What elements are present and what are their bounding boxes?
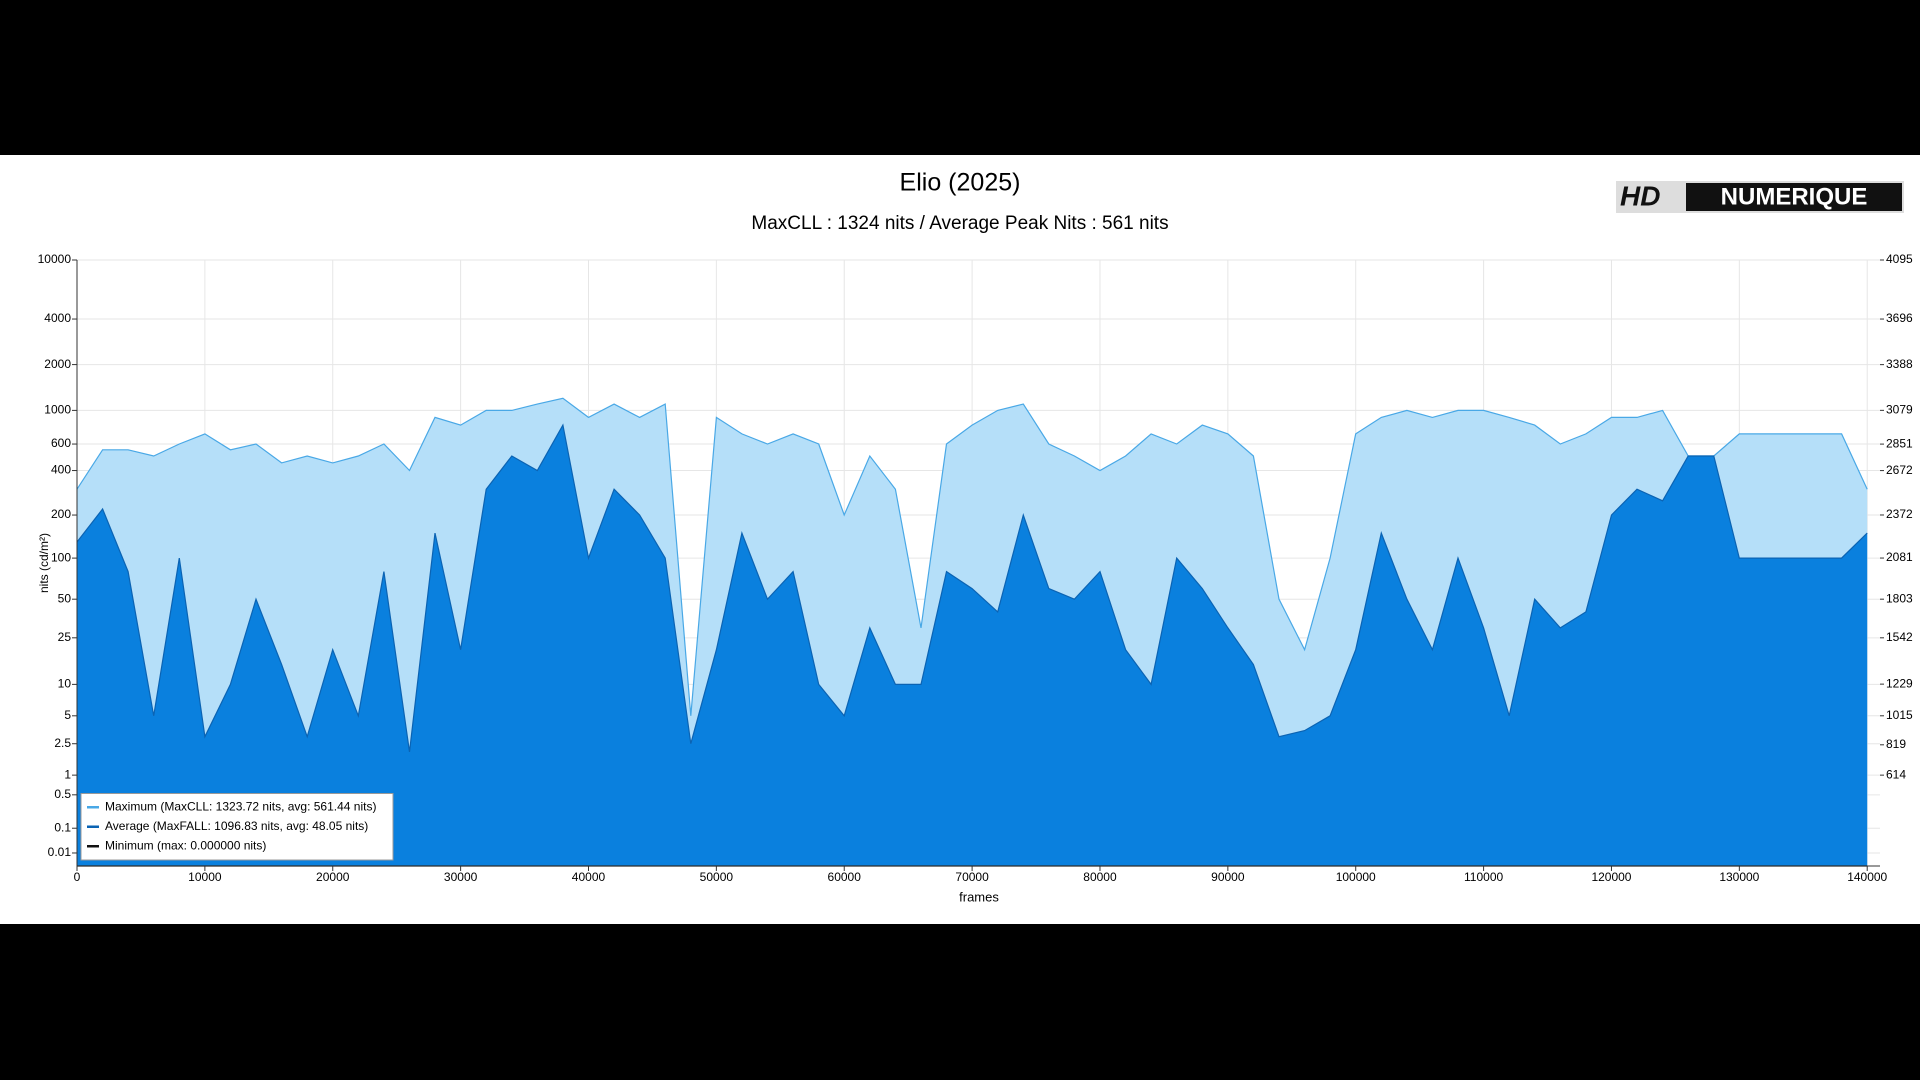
x-tick-label: 20000 [316,870,350,884]
y2-tick-label: 3388 [1886,357,1913,371]
legend-label: Maximum (MaxCLL: 1323.72 nits, avg: 561.… [105,799,376,813]
x-tick-label: 120000 [1591,870,1631,884]
y2-tick-label: 2672 [1886,463,1913,477]
y-tick-label: 1 [64,767,71,781]
y-tick-label: 2.5 [54,736,71,750]
y2-tick-label: 1015 [1886,708,1913,722]
series-line [76,423,1868,752]
legend-box [80,793,394,861]
y2-tick-label: 614 [1886,767,1906,781]
x-axis-label: frames [959,889,999,904]
y2-tick-label: 819 [1886,737,1906,751]
y2-tick-label: 1542 [1886,630,1913,644]
x-tick-label: 0 [74,870,81,884]
y-tick-label: 5 [64,708,71,722]
y-tick-label: 0.01 [48,845,72,859]
y-tick-label: 10 [58,677,72,691]
x-tick-label: 60000 [828,870,862,884]
y-tick-label: 400 [51,463,71,477]
x-tick-label: 70000 [955,870,989,884]
y2-tick-label: 1803 [1886,591,1913,605]
y-tick-label: 0.5 [54,787,71,801]
legend-label: Average (MaxFALL: 1096.83 nits, avg: 48.… [105,819,368,833]
y-tick-label: 4000 [44,311,71,325]
y2-tick-label: 3079 [1886,403,1913,417]
x-tick-label: 130000 [1719,870,1759,884]
y-tick-label: 2000 [44,357,71,371]
x-tick-label: 40000 [572,870,606,884]
logo-text: NUMERIQUE [1721,183,1868,210]
x-tick-label: 110000 [1464,870,1503,884]
x-tick-label: 90000 [1211,870,1245,884]
x-tick-label: 80000 [1083,870,1117,884]
y2-tick-label: 2372 [1886,507,1913,521]
legend-label: Minimum (max: 0.000000 nits) [105,838,266,852]
y2-tick-label: 4095 [1886,252,1913,266]
y-tick-label: 1000 [44,403,71,417]
y-tick-label: 0.1 [54,820,71,834]
x-tick-label: 10000 [188,870,222,884]
y-axis-label: nits (cd/m²) [37,533,51,593]
x-tick-label: 140000 [1847,870,1887,884]
y-tick-label: 100 [51,550,71,564]
chart-title: Elio (2025) [900,169,1021,197]
x-tick-label: 30000 [444,870,478,884]
legend: Maximum (MaxCLL: 1323.72 nits, avg: 561.… [80,793,394,861]
y-tick-label: 10000 [38,252,72,266]
logo-box [1686,183,1902,211]
y-tick-label: 200 [51,507,71,521]
y2-tick-label: 3696 [1886,311,1913,325]
series-line [76,397,1868,716]
logo-text: HD [1620,180,1660,211]
logo: HD NUMERIQUE [1616,180,1904,213]
y-tick-label: 600 [51,436,71,450]
y-tick-label: 25 [58,630,72,644]
y2-tick-label: 2851 [1886,436,1913,450]
y-tick-label: 50 [58,591,72,605]
chart-subtitle: MaxCLL : 1324 nits / Average Peak Nits :… [751,213,1168,234]
x-tick-label: 100000 [1336,870,1376,884]
series-area [77,425,1868,866]
y2-tick-label: 2081 [1886,550,1913,564]
y2-tick-label: 1229 [1886,676,1913,690]
x-tick-label: 50000 [700,870,734,884]
